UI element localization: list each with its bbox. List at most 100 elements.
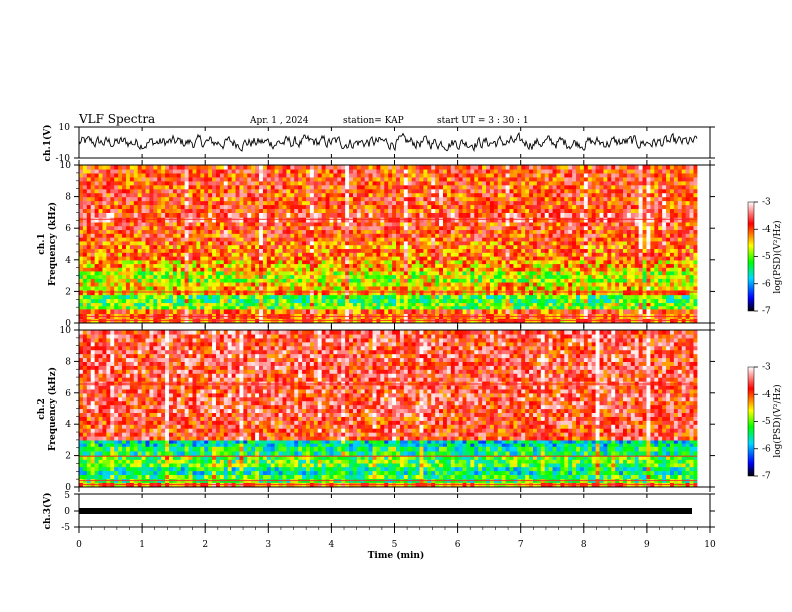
spectrogram-cell: [439, 285, 444, 291]
spectrogram-cell: [286, 233, 291, 238]
spectrogram-cell: [372, 221, 378, 227]
spectrogram-cell: [204, 200, 209, 206]
spectrogram-cell: [161, 302, 166, 307]
spectrogram-cell: [278, 244, 284, 250]
spectrogram-cell: [470, 281, 475, 287]
spectrogram-cell: [227, 267, 233, 272]
spectrogram-cell: [501, 168, 507, 174]
spectrogram-cell: [169, 225, 174, 231]
spectrogram-cell: [251, 267, 256, 272]
spectrogram-cell: [470, 172, 475, 178]
spectrogram-cell: [325, 259, 331, 265]
spectrogram-cell: [106, 285, 111, 291]
spectrogram-cell: [298, 270, 303, 276]
spectrogram-cell: [137, 172, 143, 178]
spectrogram-cell: [192, 252, 198, 257]
spectrogram-cell: [454, 176, 460, 182]
spectrogram-cell: [360, 281, 366, 287]
spectrogram-cell: [215, 233, 221, 238]
spectrogram-cell: [129, 233, 135, 238]
spectrogram-cell: [376, 168, 381, 174]
spectrogram-cell: [513, 302, 518, 307]
spectrogram-cell: [517, 256, 522, 261]
spectrogram-cell: [172, 278, 178, 283]
spectrogram-cell: [161, 192, 166, 198]
spectrogram-cell: [470, 263, 475, 268]
spectrogram-cell: [243, 278, 248, 283]
spectrogram-cell: [259, 308, 264, 315]
spectrogram-cell: [560, 225, 565, 231]
spectrogram-cell: [423, 294, 428, 300]
spectrogram-cell: [180, 221, 186, 227]
spectrogram-cell: [525, 302, 530, 307]
spectrogram-cell: [169, 192, 174, 198]
spectrogram-cell: [505, 221, 511, 227]
spectrogram-cell: [337, 281, 342, 287]
spectrogram-cell: [529, 233, 534, 238]
spectrogram-cell: [505, 274, 511, 279]
spectrogram-cell: [470, 208, 475, 213]
spectrogram-cell: [419, 308, 425, 315]
spectrogram-cell: [176, 305, 182, 310]
spectrogram-cell: [294, 165, 299, 170]
spectrogram-cell: [521, 294, 526, 300]
spectrogram-cell: [266, 165, 272, 170]
spectrogram-cell: [427, 240, 432, 246]
spectrogram-cell: [306, 256, 311, 261]
spectrogram-cell: [223, 259, 229, 265]
spectrogram-cell: [329, 180, 334, 186]
spectrogram-cell: [352, 237, 358, 242]
spectrogram-cell: [435, 244, 440, 250]
spectrogram-cell: [513, 240, 518, 246]
spectrogram-cell: [223, 221, 229, 227]
spectrogram-cell: [540, 192, 546, 198]
spectrogram-cell: [235, 172, 241, 178]
spectrogram-cell: [286, 278, 291, 283]
spectrogram-cell: [431, 267, 436, 272]
spectrogram-cell: [525, 212, 530, 218]
spectrogram-cell: [278, 294, 284, 300]
spectrogram-cell: [368, 252, 374, 257]
spectrogram-cell: [431, 221, 436, 227]
spectrogram-cell: [517, 225, 522, 231]
spectrogram-cell: [215, 172, 221, 178]
spectrogram-cell: [399, 172, 405, 178]
spectrogram-cell: [466, 176, 471, 182]
spectrogram-cell: [462, 212, 468, 218]
spectrogram-cell: [129, 165, 135, 170]
spectrogram-cell: [517, 259, 522, 265]
spectrogram-cell: [125, 168, 131, 174]
spectrogram-cell: [302, 225, 307, 231]
spectrogram-cell: [548, 270, 554, 276]
spectrogram-cell: [360, 278, 366, 283]
spectrogram-cell: [169, 172, 174, 178]
spectrogram-cell: [278, 278, 284, 283]
spectrogram-cell: [290, 252, 295, 257]
spectrogram-cell: [192, 308, 198, 315]
spectrogram-cell: [82, 196, 88, 202]
spectrogram-cell: [282, 285, 288, 291]
spectrogram-cell: [243, 270, 248, 276]
spectrogram-cell: [474, 168, 479, 174]
spectrogram-cell: [407, 229, 413, 234]
spectrogram-cell: [223, 305, 229, 310]
spectrogram-cell: [306, 263, 311, 268]
spectrogram-cell: [274, 180, 280, 186]
spectrogram-cell: [278, 225, 284, 231]
spectrogram-cell: [540, 196, 546, 202]
spectrogram-cell: [478, 274, 483, 279]
date-label: Apr. 1 , 2024: [249, 116, 309, 126]
spectrogram-cell: [525, 308, 530, 315]
spectrogram-cell: [282, 237, 288, 242]
spectrogram-cell: [176, 244, 182, 250]
spectrogram-cell: [411, 244, 417, 250]
spectrogram-cell: [141, 263, 147, 268]
spectrogram-cell: [325, 302, 331, 307]
spectrogram-cell: [486, 172, 491, 178]
spectrogram-cell: [153, 263, 158, 268]
spectrogram-cell: [98, 188, 104, 194]
spectrogram-cell: [286, 256, 291, 261]
spectrogram-cell: [403, 192, 409, 198]
spectrogram-cell: [141, 188, 147, 194]
spectrogram-cell: [556, 229, 561, 234]
